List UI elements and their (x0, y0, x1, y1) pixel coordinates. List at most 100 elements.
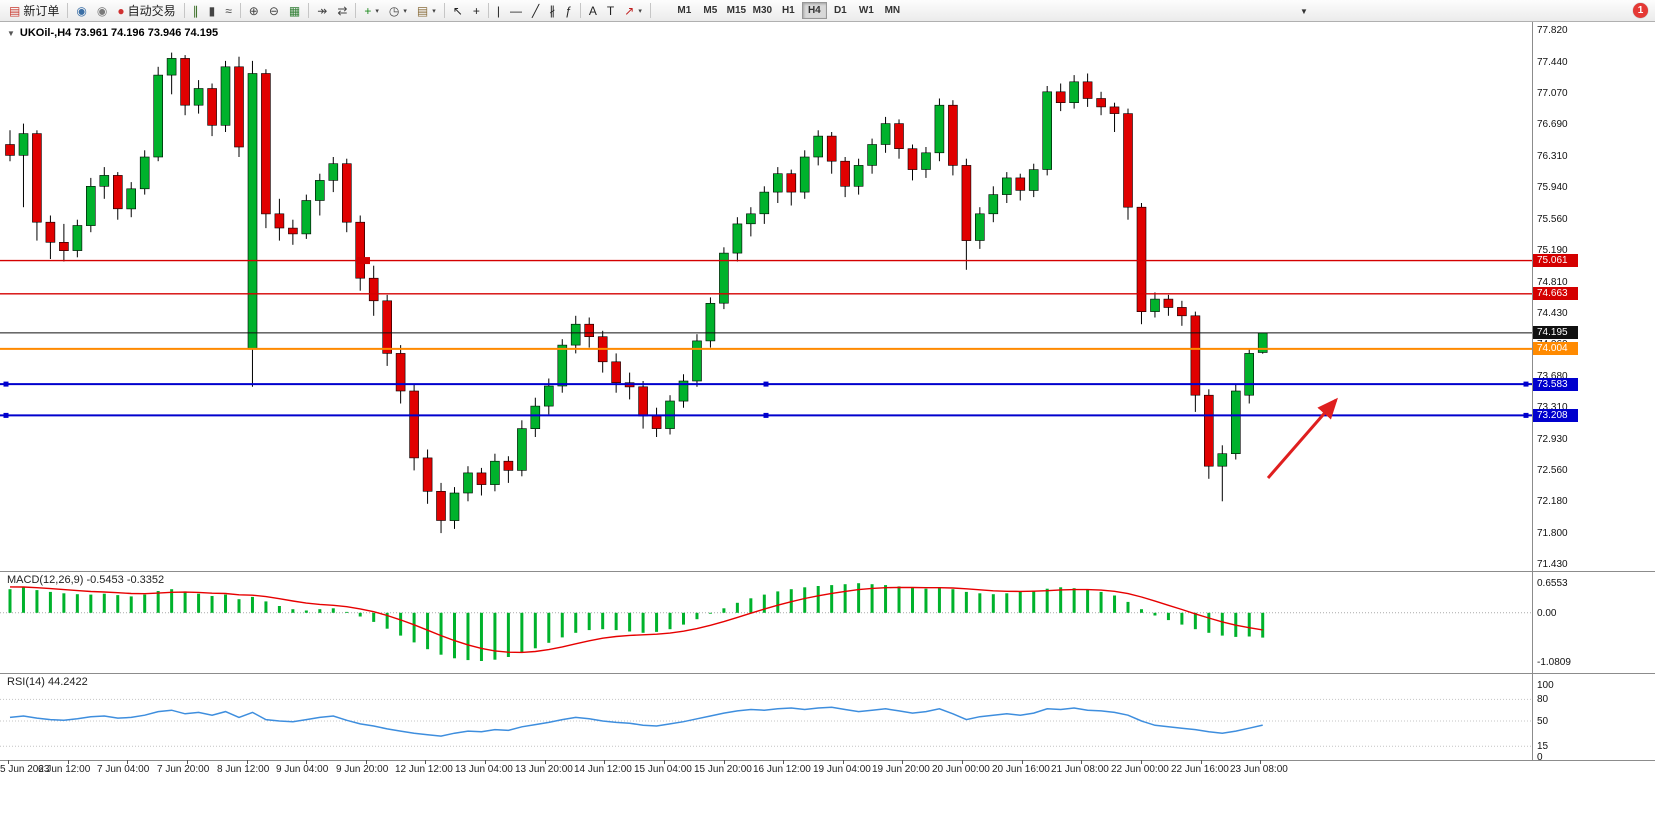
time-axis-tick (187, 760, 188, 764)
candle-body (826, 135, 837, 162)
candlestick-type-icon: ▮ (208, 3, 216, 18)
candle-body (1177, 307, 1187, 317)
candle-body (328, 163, 339, 181)
time-axis-tick (962, 760, 963, 764)
candle-body (5, 144, 15, 156)
tile-windows-button[interactable]: ▦ (284, 2, 305, 20)
candle-body (1001, 177, 1012, 195)
arrows-icon: ↗ (624, 3, 635, 18)
candlestick-type-button[interactable]: ▮ (204, 2, 221, 20)
zoom-in-icon: ⊕ (248, 3, 259, 18)
macd-indicator-plot[interactable] (0, 571, 1532, 673)
zoom-in-button[interactable]: ⊕ (244, 2, 264, 20)
timeframe-h4[interactable]: H4 (801, 2, 827, 19)
fibonacci-button[interactable]: ƒ (560, 2, 577, 20)
candle-body (517, 428, 527, 471)
time-axis-label: 7 Jun 20:00 (157, 764, 210, 775)
candle-body (1096, 98, 1106, 108)
time-axis-label: 7 Jun 04:00 (97, 764, 150, 775)
rsi-indicator-plot[interactable] (0, 673, 1532, 760)
candle-body (261, 73, 271, 215)
toolbar-separator (579, 3, 581, 18)
periods-icon: ◷ (388, 3, 400, 18)
timeframe-h1[interactable]: H1 (776, 2, 801, 19)
toolbar-separator (67, 3, 69, 18)
toolbar-separator (183, 3, 185, 18)
toolbar-buttons: ▤ 新订单 ◉ ◉ ● 自动交易 ∥ ▮ ≈ ⊕ ⊖ ▦ ↠ ⇄ + ▾ ◷ ▾ ▤ ▾ ↖ + | — ╱ ∦ ƒ A T ↗ ▾ (4, 0, 654, 22)
time-axis-label: 5 Jun 2023 (0, 764, 50, 775)
candle-body (288, 227, 298, 235)
candle-body (1217, 453, 1228, 467)
indicators-button[interactable]: + ▾ (359, 2, 384, 20)
candle-body (921, 152, 931, 170)
time-axis-label: 14 Jun 12:00 (574, 764, 632, 775)
red-line-anchor[interactable] (357, 257, 370, 265)
chart-title-text: UKOil-,H4 73.961 74.196 73.946 74.195 (19, 27, 219, 39)
line-handle[interactable] (3, 412, 9, 418)
timeframe-m15[interactable]: M15 (724, 2, 749, 19)
trendline-button[interactable]: ╱ (527, 2, 544, 20)
arrows-button[interactable]: ↗ ▾ (619, 2, 647, 20)
periods-button[interactable]: ◷ ▾ (384, 2, 412, 20)
text-button[interactable]: A (584, 2, 602, 20)
auto-scroll-button[interactable]: ↠ (312, 2, 332, 20)
rsi-panel-separator[interactable] (0, 673, 1655, 674)
toolbar-overflow-chevron-icon[interactable]: ▼ (1300, 7, 1308, 16)
autotrading-button[interactable]: ● 自动交易 (112, 2, 180, 20)
autotrading-button-label: 自动交易 (127, 4, 176, 18)
templates-button[interactable]: ▤ ▾ (412, 2, 441, 20)
support-button[interactable]: ◉ (71, 2, 91, 20)
timeframe-mn[interactable]: MN (880, 2, 905, 19)
zoom-out-button[interactable]: ⊖ (264, 2, 284, 20)
crosshair-button[interactable]: + (468, 2, 485, 20)
line-handle[interactable] (1523, 412, 1529, 418)
vertical-line-button[interactable]: | (492, 2, 505, 20)
macd-panel-separator[interactable] (0, 571, 1655, 572)
rsi-axis-label: 15 (1537, 741, 1549, 752)
candle-body (368, 277, 379, 302)
trend-arrow-annotation[interactable] (1266, 397, 1338, 479)
line-handle[interactable] (763, 381, 769, 387)
price-chart-plot[interactable] (0, 22, 1532, 571)
timeframe-m1[interactable]: M1 (672, 2, 697, 19)
timeframe-d1[interactable]: D1 (828, 2, 853, 19)
time-axis-tick (604, 760, 605, 764)
candle-body (853, 165, 864, 187)
profile-button[interactable]: ◉ (92, 2, 112, 20)
chart-window: ▼ UKOil-,H4 73.961 74.196 73.946 74.195 M… (0, 22, 1655, 828)
channel-button[interactable]: ∦ (544, 2, 560, 20)
new-order-button[interactable]: ▤ 新订单 (4, 2, 64, 20)
time-axis-label: 8 Jun 12:00 (217, 764, 270, 775)
time-axis-label: 9 Jun 04:00 (276, 764, 329, 775)
templates-icon: ▤ (416, 3, 429, 18)
price-axis-label: 76.690 (1537, 119, 1568, 130)
candle-body (638, 386, 648, 417)
cursor-button[interactable]: ↖ (448, 2, 468, 20)
time-axis-tick (485, 760, 486, 764)
line-handle[interactable] (3, 381, 9, 387)
chart-title: ▼ UKOil-,H4 73.961 74.196 73.946 74.195 (7, 27, 218, 39)
time-axis-tick (1201, 760, 1202, 764)
macd-axis-label: 0.6553 (1537, 578, 1568, 589)
time-axis-tick (902, 760, 903, 764)
line-handle[interactable] (763, 412, 769, 418)
horizontal-line-button[interactable]: — (505, 2, 527, 20)
timeframe-m5[interactable]: M5 (698, 2, 723, 19)
candle-body (139, 156, 150, 190)
new-order-icon: ▤ (9, 3, 21, 18)
line-handle[interactable] (1523, 381, 1529, 387)
time-axis-tick (664, 760, 665, 764)
collapse-triangle-icon[interactable]: ▼ (7, 29, 15, 38)
rsi-line (9, 706, 1263, 737)
candle-body (948, 104, 958, 166)
trendline-icon: ╱ (531, 3, 540, 18)
notification-badge[interactable]: 1 (1633, 3, 1648, 18)
chart-shift-button[interactable]: ⇄ (332, 2, 352, 20)
timeframe-m30[interactable]: M30 (750, 2, 775, 19)
candle-body (247, 73, 258, 350)
line-chart-type-button[interactable]: ≈ (220, 2, 237, 20)
text-label-button[interactable]: T (602, 2, 619, 20)
candle-body (530, 405, 541, 430)
timeframe-w1[interactable]: W1 (854, 2, 879, 19)
bar-chart-type-button[interactable]: ∥ (188, 2, 204, 20)
